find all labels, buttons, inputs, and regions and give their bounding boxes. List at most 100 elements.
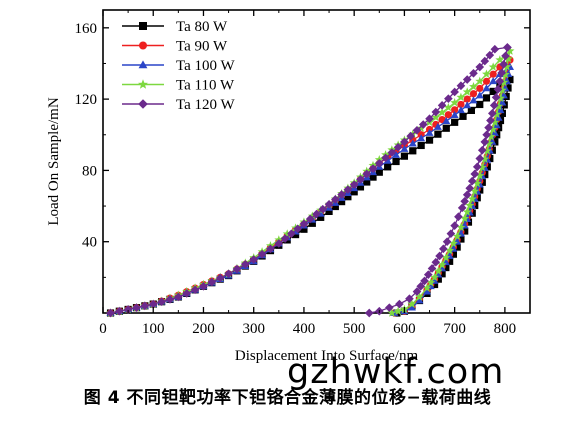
marker-diamond (140, 301, 150, 311)
marker-star (503, 54, 513, 63)
marker-circle (469, 90, 478, 98)
marker-star (475, 171, 485, 180)
marker-diamond (374, 158, 384, 168)
x-tick-label: 800 (494, 321, 517, 337)
legend-entry: Ta 100 W (122, 58, 236, 74)
marker-diamond (470, 169, 480, 179)
marker-square (308, 219, 316, 227)
y-tick-label: 40 (82, 235, 97, 251)
marker-diamond (157, 297, 166, 307)
marker-star (462, 87, 472, 96)
marker-diamond (431, 257, 441, 267)
marker-diamond (446, 229, 456, 239)
series-markers (106, 56, 514, 317)
marker-star (393, 306, 403, 315)
x-tick-label: 300 (242, 321, 265, 337)
marker-square (384, 163, 392, 171)
marker-diamond (497, 68, 507, 78)
marker-circle (457, 100, 465, 109)
marker-diamond (364, 308, 374, 318)
marker-circle (451, 106, 459, 114)
marker-star (484, 139, 494, 148)
marker-star (450, 98, 460, 107)
marker-diamond (427, 264, 437, 273)
marker-diamond (148, 299, 158, 309)
marker-diamond (393, 142, 403, 152)
marker-diamond (207, 277, 217, 287)
marker-square (438, 270, 446, 278)
marker-star (499, 77, 509, 87)
marker-diamond (503, 43, 512, 52)
marker-star (488, 62, 498, 71)
marker-triangle (138, 60, 148, 69)
marker-star (497, 85, 507, 94)
marker-diamond (435, 251, 444, 261)
marker-diamond (241, 259, 250, 269)
marker-diamond (416, 281, 426, 291)
marker-circle (463, 95, 471, 103)
marker-triangle (496, 106, 505, 114)
marker-square (409, 147, 417, 155)
marker-diamond (381, 153, 390, 163)
marker-star (490, 117, 500, 127)
marker-diamond (412, 287, 422, 296)
marker-triangle (417, 134, 426, 142)
marker-diamond (274, 239, 284, 248)
marker-star (282, 229, 292, 238)
marker-diamond (472, 162, 482, 172)
marker-diamond (425, 114, 434, 124)
marker-star (494, 101, 504, 111)
series-ta-120-w (106, 43, 512, 318)
marker-diamond (343, 185, 353, 194)
marker-diamond (484, 123, 493, 132)
marker-diamond (123, 305, 133, 314)
marker-diamond (480, 137, 490, 147)
marker-star (443, 102, 453, 112)
x-tick-label: 0 (99, 321, 107, 337)
marker-diamond (480, 56, 490, 66)
marker-diamond (385, 303, 394, 312)
marker-diamond (489, 101, 499, 110)
marker-diamond (495, 76, 505, 86)
legend-label: Ta 110 W (176, 78, 235, 94)
x-tick-label: 200 (192, 321, 215, 337)
series-ta-100-w (106, 62, 514, 316)
marker-star (387, 308, 397, 317)
marker-square (400, 152, 409, 160)
marker-diamond (450, 87, 459, 97)
marker-square (363, 178, 371, 186)
marker-diamond (493, 84, 503, 94)
marker-diamond (400, 137, 409, 147)
marker-diamond (477, 145, 487, 155)
marker-square (344, 193, 352, 201)
marker-diamond (499, 60, 508, 69)
marker-star (480, 154, 490, 163)
marker-diamond (460, 196, 470, 206)
marker-star (431, 112, 441, 122)
marker-square (338, 198, 346, 206)
marker-star (462, 207, 472, 216)
marker-star (496, 93, 505, 103)
marker-square (491, 138, 499, 146)
axes-frame (102, 9, 531, 314)
marker-diamond (450, 221, 459, 230)
x-tick-label: 700 (443, 321, 466, 337)
marker-diamond (501, 51, 510, 61)
series-markers (106, 43, 512, 318)
marker-star (505, 46, 515, 55)
marker-square (317, 213, 325, 221)
marker-triangle (450, 111, 459, 119)
marker-diamond (165, 295, 175, 304)
series-line (110, 49, 511, 314)
marker-triangle (489, 77, 498, 85)
marker-diamond (485, 50, 495, 60)
marker-triangle (425, 128, 434, 136)
marker-diamond (491, 93, 501, 102)
marker-triangle (498, 98, 507, 106)
marker-square (457, 235, 465, 243)
marker-star (445, 245, 455, 255)
marker-square (459, 112, 467, 120)
marker-diamond (423, 270, 433, 279)
marker-triangle (392, 150, 400, 158)
